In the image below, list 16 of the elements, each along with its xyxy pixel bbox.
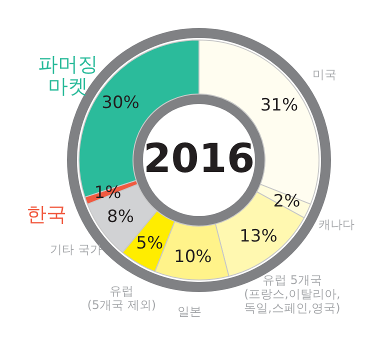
data-label: 13% — [240, 226, 278, 247]
slice-label: 미국 — [312, 68, 337, 82]
slice-label: 유럽 (5개국 제외) — [87, 284, 156, 312]
data-label: 31% — [260, 95, 298, 116]
data-label: 30% — [102, 92, 140, 113]
slice-label: 기타 국가 — [50, 242, 102, 256]
data-label: 2% — [273, 191, 300, 212]
text: 2016 — [143, 136, 255, 182]
slice-label: 캐나다 — [318, 218, 355, 232]
data-label: 10% — [174, 246, 212, 267]
data-label: 8% — [107, 207, 134, 228]
slice-label: 한국 — [26, 202, 67, 226]
slice-label: 일본 — [177, 304, 202, 319]
data-label: 5% — [136, 233, 164, 254]
slice-label: 유럽 5개국 (프랑스,이탈리아, 독일,스페인,영국) — [244, 273, 340, 316]
slice-label: 파머징 마켓 — [38, 52, 98, 98]
